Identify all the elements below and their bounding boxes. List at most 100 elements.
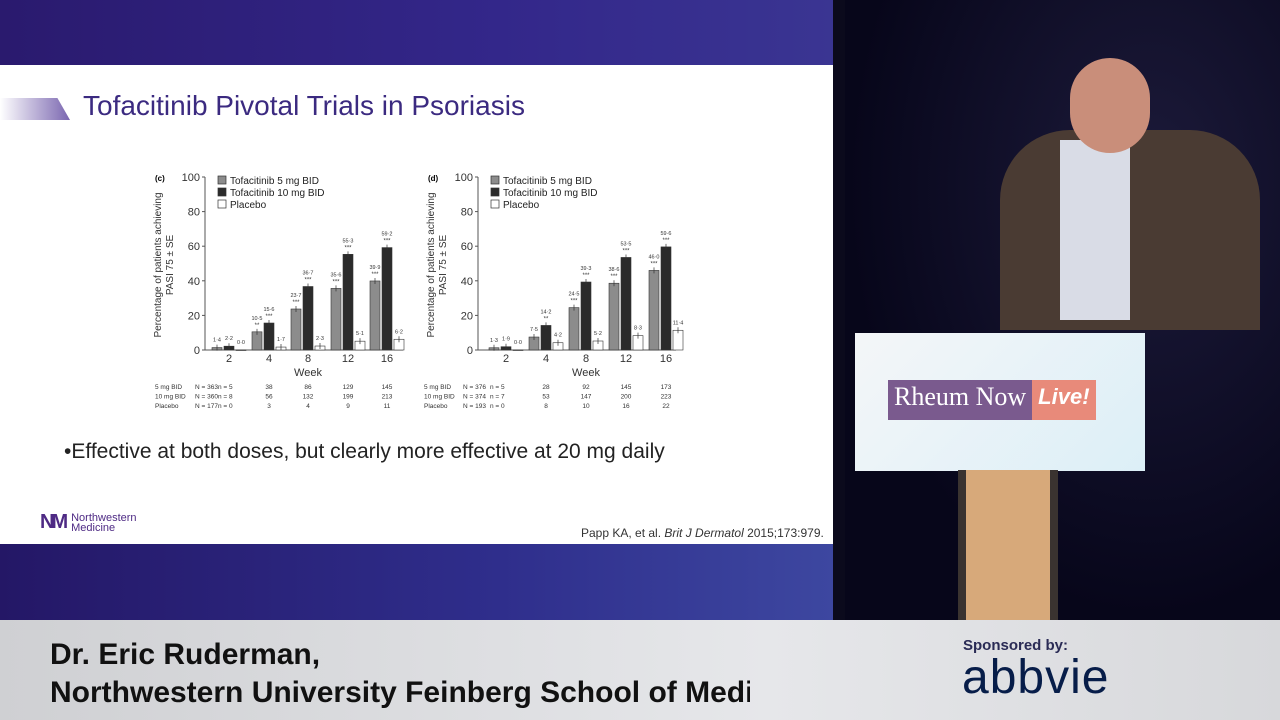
n-table-value: 56	[265, 394, 273, 401]
y-tick-label: 100	[455, 172, 473, 184]
data-label: 10·5	[251, 316, 262, 322]
logo-line2: Medicine	[71, 521, 116, 534]
data-label: 11·4	[673, 320, 684, 326]
significance-marker: ***	[622, 248, 630, 254]
significance-marker: ***	[662, 238, 670, 244]
citation: Papp KA, et al. Brit J Dermatol 2015;173…	[581, 526, 824, 540]
n-table-value: 129	[343, 384, 354, 391]
data-label: 0·0	[514, 340, 522, 346]
citation-authors: Papp KA, et al.	[581, 526, 665, 540]
bar	[342, 254, 354, 351]
bar	[512, 349, 524, 351]
n-table-total: N = 193	[463, 403, 486, 410]
nm-logo-mark: NM	[40, 511, 68, 533]
n-table-total: N = 376	[463, 384, 486, 391]
n-table-value: 147	[581, 394, 592, 401]
y-axis-label: PASI 75 ± SE	[438, 235, 449, 296]
significance-marker: ***	[292, 300, 300, 306]
speaker-shirt	[1060, 140, 1130, 320]
chart-panel-d: (d) 0 20 40 60 80 100 Percentage of patients ac…	[424, 172, 684, 410]
n-table-n: n = 5	[490, 384, 505, 391]
n-table-value: 4	[306, 403, 310, 410]
brand-live-text: Live!	[1032, 380, 1096, 420]
data-label: 4·2	[554, 333, 562, 339]
bar	[608, 282, 620, 351]
y-tick-label: 100	[182, 172, 200, 184]
data-label: 1·7	[277, 337, 285, 343]
chart-panel-c: (c) 0 20 40 60 80 100 Percentage of patients ac…	[153, 172, 405, 410]
data-label: 2·3	[316, 336, 324, 342]
data-label: 6·2	[395, 329, 403, 335]
n-table-value: 132	[303, 394, 314, 401]
bar	[660, 246, 672, 351]
legend-swatch	[490, 199, 500, 209]
n-table-value: 223	[661, 394, 672, 401]
speaker-jacket	[1000, 130, 1260, 330]
n-table-value: 53	[542, 394, 550, 401]
legend-swatch	[217, 199, 227, 209]
n-table-value: 145	[621, 384, 632, 391]
x-axis-label: Week	[572, 367, 600, 379]
significance-marker: ***	[332, 279, 340, 285]
x-tick-label: 4	[266, 353, 272, 365]
citation-details: 2015;173:979.	[743, 526, 824, 540]
x-tick-label: 12	[620, 353, 632, 365]
data-label: 23·7	[290, 293, 301, 299]
data-label: 46·0	[648, 254, 659, 260]
data-label: 59·6	[660, 231, 671, 237]
n-table-value: 213	[382, 394, 393, 401]
n-table-value: 199	[343, 394, 354, 401]
legend-label: Tofacitinib 5 mg BID	[230, 176, 319, 187]
data-label: 35·6	[330, 272, 341, 278]
n-table-value: 38	[265, 384, 273, 391]
slide-title: Tofacitinib Pivotal Trials in Psoriasis	[83, 90, 525, 121]
bar	[620, 257, 632, 351]
n-table-row-label: 10 mg BID	[155, 394, 186, 401]
n-table-row-label: Placebo	[424, 403, 448, 410]
n-table-total: N = 363	[195, 384, 218, 391]
slide-bullet: •Effective at both doses, but clearly mo…	[64, 440, 665, 463]
data-label: 39·9	[369, 265, 380, 271]
n-table-value: 28	[542, 384, 550, 391]
data-label: 7·5	[530, 327, 538, 333]
significance-marker: ***	[371, 272, 379, 278]
data-label: 1·4	[213, 338, 221, 344]
bullet-text: Effective at both doses, but clearly mor…	[71, 440, 665, 463]
significance-marker: ***	[304, 278, 312, 284]
citation-journal: Brit J Dermatol	[664, 526, 744, 540]
y-tick-label: 80	[188, 207, 200, 219]
brand-text: Rheum Now	[888, 380, 1033, 420]
bar	[540, 325, 552, 351]
title-accent-bar	[0, 98, 70, 120]
n-table-row-label: 10 mg BID	[424, 394, 455, 401]
n-table-total: N = 374	[463, 394, 486, 401]
presentation-slide: Tofacitinib Pivotal Trials in Psoriasis …	[0, 0, 833, 620]
y-tick-label: 0	[194, 345, 200, 357]
data-label: 1·3	[490, 338, 498, 344]
significance-marker: **	[544, 316, 549, 322]
n-table-value: 86	[304, 384, 312, 391]
x-tick-label: 16	[660, 353, 672, 365]
speaker-affiliation: Northwestern University Feinberg School …	[50, 676, 750, 709]
n-table-value: 92	[582, 384, 590, 391]
bar	[580, 281, 592, 351]
data-label: 38·6	[608, 267, 619, 273]
legend-swatch	[217, 175, 227, 185]
x-tick-label: 4	[543, 353, 549, 365]
northwestern-medicine-logo: NM Northwestern Medicine	[40, 511, 137, 534]
legend-label: Tofacitinib 10 mg BID	[503, 188, 598, 199]
n-table-value: 10	[582, 403, 590, 410]
data-label: 59·2	[381, 232, 392, 238]
data-label: 5·2	[594, 331, 602, 337]
significance-marker: ***	[570, 299, 578, 305]
sponsor-logo: abbvie	[962, 651, 1110, 704]
y-tick-label: 80	[461, 207, 473, 219]
x-tick-label: 2	[503, 353, 509, 365]
y-axis-label: Percentage of patients achieving	[426, 192, 437, 337]
x-tick-label: 16	[381, 353, 393, 365]
significance-marker: ***	[650, 261, 658, 267]
data-label: 1·9	[502, 337, 510, 343]
y-tick-label: 0	[467, 345, 473, 357]
data-label: 15·6	[263, 307, 274, 313]
x-tick-label: 12	[342, 353, 354, 365]
